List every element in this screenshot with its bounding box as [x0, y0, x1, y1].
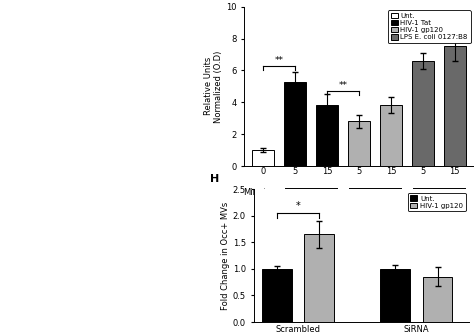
Text: **: **	[338, 81, 347, 90]
Text: Unt.: Unt.	[256, 207, 270, 212]
Text: HIV-1
Tat: HIV-1 Tat	[302, 207, 320, 220]
Bar	[423, 277, 452, 322]
Bar	[412, 61, 434, 166]
Text: HIV-1
gp120: HIV-1 gp120	[365, 207, 385, 220]
Bar	[316, 106, 338, 166]
Legend: Unt., HIV-1 Tat, HIV-1 gp120, LPS E. coli 0127:B8: Unt., HIV-1 Tat, HIV-1 gp120, LPS E. col…	[388, 10, 471, 43]
Text: *: *	[296, 201, 301, 211]
Y-axis label: Fold Change in Occ+ MVs: Fold Change in Occ+ MVs	[221, 202, 230, 310]
Bar	[284, 82, 306, 166]
Text: **: **	[275, 56, 284, 65]
Bar	[444, 46, 466, 166]
Text: LPS
E. coli0127:B8: LPS E. coli0127:B8	[415, 207, 463, 220]
Bar	[252, 150, 274, 166]
Text: H: H	[210, 174, 220, 184]
Text: **: **	[434, 13, 443, 22]
Bar	[381, 269, 410, 322]
Bar	[348, 122, 370, 166]
Bar	[304, 234, 334, 322]
Bar	[262, 269, 292, 322]
Y-axis label: Relative Units
Normalized (O.D): Relative Units Normalized (O.D)	[204, 50, 223, 123]
Bar	[380, 106, 402, 166]
Legend: Unt., HIV-1 gp120: Unt., HIV-1 gp120	[408, 193, 466, 211]
Text: Minutes:: Minutes:	[244, 188, 280, 197]
